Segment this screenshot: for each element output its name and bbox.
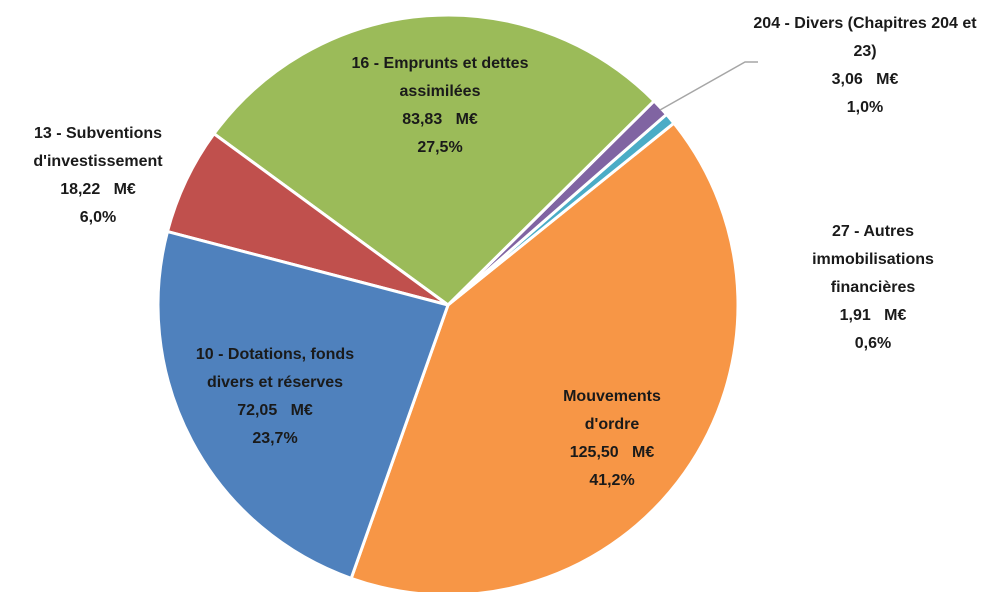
value-label: 18,22 M€ <box>60 181 136 198</box>
category-label: 16 - Emprunts et dettes assimilées <box>351 55 533 100</box>
percent-label: 41,2% <box>589 472 635 489</box>
value-label: 83,83 M€ <box>402 111 478 128</box>
value-label: 72,05 M€ <box>237 402 313 419</box>
pie-slice <box>156 229 450 581</box>
category-label: 10 - Dotations, fonds divers et réserves <box>195 346 355 391</box>
category-label: 27 - Autres immobilisations financières <box>812 223 939 296</box>
value-label: 3,06 M€ <box>831 71 899 88</box>
percent-label: 27,5% <box>417 139 463 156</box>
pie-slice <box>211 13 657 307</box>
value-label: 125,50 M€ <box>569 444 655 461</box>
category-label: Mouvements d'ordre <box>563 388 666 433</box>
value-label: 1,91 M€ <box>839 307 907 324</box>
slice-label: 10 - Dotations, fonds divers et réserves… <box>195 341 355 453</box>
slice-label: 27 - Autres immobilisations financières 1… <box>793 218 953 358</box>
percent-label: 6,0% <box>79 209 117 226</box>
leader-line <box>659 61 758 111</box>
slice-label: 16 - Emprunts et dettes assimilées 83,83 … <box>348 50 533 162</box>
percent-label: 1,0% <box>846 99 884 116</box>
category-label: 204 - Divers (Chapitres 204 et 23) <box>753 15 982 60</box>
pie-slice <box>349 121 740 592</box>
slice-label: Mouvements d'ordre 125,50 M€ 41,2% <box>547 383 677 495</box>
slice-label: 204 - Divers (Chapitres 204 et 23) 3,06 M… <box>748 10 983 122</box>
category-label: 13 - Subventions d'investissement <box>33 125 167 170</box>
slice-label: 13 - Subventions d'investissement 18,22 M… <box>8 120 188 232</box>
percent-label: 0,6% <box>854 335 892 352</box>
percent-label: 23,7% <box>252 430 298 447</box>
